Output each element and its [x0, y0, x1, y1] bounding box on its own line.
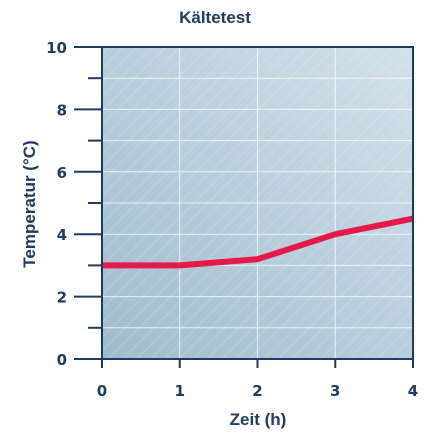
- x-tick-label: 0: [97, 382, 107, 400]
- y-tick-label: 0: [57, 351, 67, 369]
- y-tick-label: 10: [46, 39, 67, 57]
- x-axis-label: Zeit (h): [230, 410, 287, 429]
- y-tick-label: 6: [57, 164, 67, 182]
- x-tick-label: 1: [175, 382, 185, 400]
- x-tick-label: 4: [408, 382, 418, 400]
- y-axis-label: Temperatur (°C): [20, 140, 39, 267]
- x-tick-label: 2: [252, 382, 262, 400]
- y-tick-label: 4: [57, 226, 67, 244]
- y-tick-label: 2: [57, 289, 67, 307]
- chart-title: Kältetest: [179, 8, 251, 27]
- x-tick-label: 3: [330, 382, 340, 400]
- y-tick-label: 8: [57, 101, 67, 119]
